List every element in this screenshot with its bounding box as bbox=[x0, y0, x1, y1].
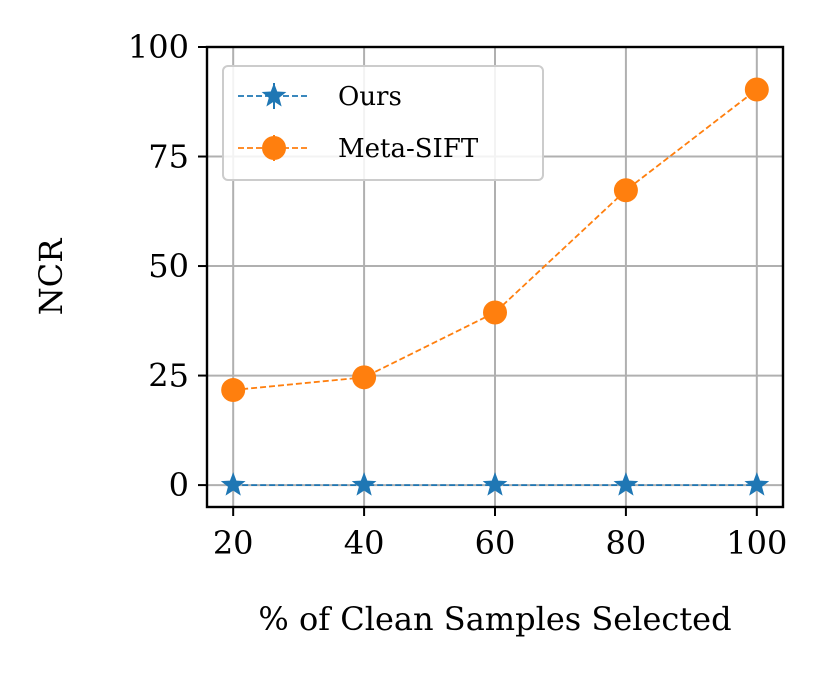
axis-ticks: 20 40 60 80 100 0 25 50 75 100 bbox=[128, 28, 787, 562]
legend-entry-0: Ours bbox=[238, 82, 402, 112]
x-tick-label-80: 80 bbox=[606, 524, 647, 562]
legend-box bbox=[222, 65, 544, 181]
series-0-point-1 bbox=[351, 472, 377, 496]
series-0-point-2 bbox=[482, 472, 508, 496]
x-tick-label-100: 100 bbox=[726, 524, 787, 562]
legend-marker-1 bbox=[262, 136, 286, 160]
y-tick-label-50: 50 bbox=[148, 247, 189, 285]
series-0-point-3 bbox=[613, 472, 639, 496]
x-tick-label-20: 20 bbox=[213, 524, 254, 562]
y-axis-label: NCR bbox=[32, 238, 70, 315]
series-1-point-4 bbox=[744, 77, 769, 102]
series-0-point-4 bbox=[744, 472, 770, 496]
y-tick-label-0: 0 bbox=[169, 466, 189, 504]
legend-marker-0 bbox=[261, 83, 287, 107]
legend: Ours Meta-SIFT bbox=[222, 65, 544, 181]
series-layer bbox=[220, 77, 770, 496]
legend-label-0: Ours bbox=[338, 82, 402, 112]
series-0-point-0 bbox=[220, 472, 246, 496]
series-1-point-3 bbox=[613, 178, 638, 203]
y-tick-label-75: 75 bbox=[148, 138, 189, 176]
y-tick-label-25: 25 bbox=[148, 357, 189, 395]
series-1-point-1 bbox=[352, 365, 377, 390]
legend-entries: Ours Meta-SIFT bbox=[238, 82, 479, 164]
legend-entry-1: Meta-SIFT bbox=[238, 134, 479, 164]
x-tick-label-40: 40 bbox=[344, 524, 385, 562]
series-1 bbox=[221, 77, 769, 403]
series-1-point-0 bbox=[221, 378, 246, 403]
x-axis-label: % of Clean Samples Selected bbox=[258, 600, 731, 638]
y-tick-label-100: 100 bbox=[128, 28, 189, 66]
series-1-point-2 bbox=[483, 300, 507, 325]
x-tick-label-60: 60 bbox=[475, 524, 516, 562]
series-0 bbox=[220, 472, 770, 496]
legend-label-1: Meta-SIFT bbox=[338, 134, 479, 164]
